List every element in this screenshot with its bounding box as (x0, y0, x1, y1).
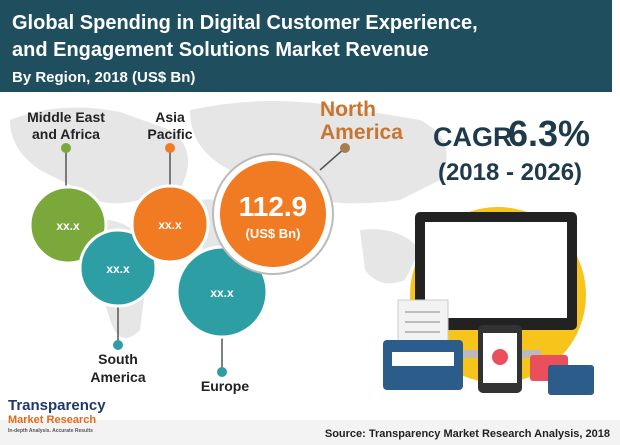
region-label: Pacific (147, 126, 192, 142)
title: Global Spending in Digital Customer Expe… (12, 12, 478, 34)
region-value: xx.x (56, 219, 80, 233)
region-label: Europe (201, 378, 249, 394)
cagr-label: CAGR (433, 122, 513, 152)
region-value: xx.x (210, 286, 234, 300)
connectors (65, 147, 346, 372)
header-banner (0, 0, 612, 92)
region-label: America (320, 121, 403, 144)
bubble (220, 161, 326, 267)
logo-tagline: In-depth Analysis. Accurate Results (8, 428, 93, 434)
region-value: 112.9 (239, 191, 308, 222)
region-label: Asia (155, 109, 185, 125)
region-value: xx.x (158, 218, 182, 232)
footer-bar (0, 420, 620, 445)
region-unit: (US$ Bn) (246, 226, 301, 241)
region-value: xx.x (106, 262, 130, 276)
region-label: Middle East (27, 109, 105, 125)
region-label: North (320, 98, 376, 121)
source: Source: Transparency Market Research Ana… (325, 428, 610, 440)
logo: Market Research (8, 414, 96, 426)
title: and Engagement Solutions Market Revenue (12, 39, 429, 61)
region-label: America (90, 369, 145, 385)
bubble (78, 228, 158, 308)
logo: Transparency (8, 397, 106, 414)
cagr-period: (2018 - 2026) (438, 159, 582, 186)
bubble (130, 184, 210, 264)
illustration (383, 207, 594, 395)
subtitle: By Region, 2018 (US$ Bn) (12, 69, 195, 86)
region-label: South (98, 351, 138, 367)
connector-dots (61, 143, 350, 377)
region-label: and Africa (32, 126, 100, 142)
cagr-value: 6.3% (508, 113, 590, 154)
